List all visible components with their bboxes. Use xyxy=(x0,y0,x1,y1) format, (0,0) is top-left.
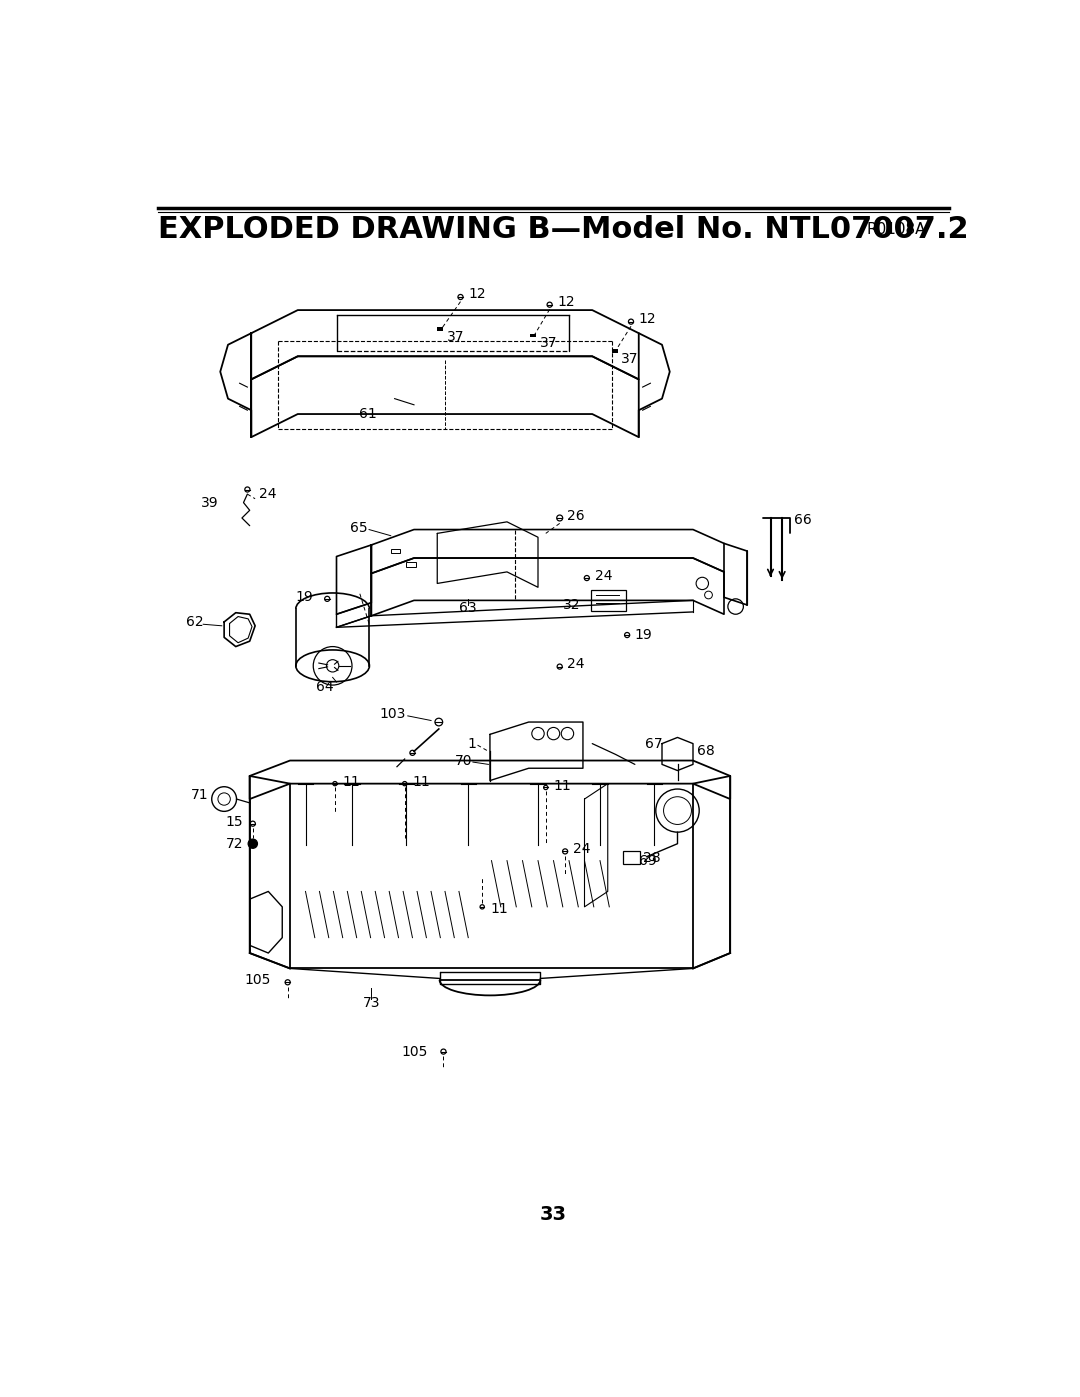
Bar xyxy=(591,590,625,610)
Text: 24: 24 xyxy=(259,488,276,502)
Text: 61: 61 xyxy=(359,407,376,420)
Text: 103: 103 xyxy=(380,707,406,721)
Text: 65: 65 xyxy=(350,521,367,535)
Text: R0108A: R0108A xyxy=(866,222,926,236)
Bar xyxy=(530,334,537,338)
Text: 71: 71 xyxy=(191,788,208,802)
Text: 33: 33 xyxy=(540,1206,567,1224)
Text: 24: 24 xyxy=(572,842,591,856)
Text: 26: 26 xyxy=(567,509,585,522)
Text: 73: 73 xyxy=(363,996,380,1010)
Text: 12: 12 xyxy=(638,312,657,326)
Text: 11: 11 xyxy=(413,775,430,789)
Text: EXPLODED DRAWING B—Model No. NTL07007.2: EXPLODED DRAWING B—Model No. NTL07007.2 xyxy=(159,215,969,243)
Text: 28: 28 xyxy=(643,851,660,865)
Text: 37: 37 xyxy=(621,352,638,366)
Text: 15: 15 xyxy=(226,814,243,830)
Text: 24: 24 xyxy=(595,569,612,583)
Bar xyxy=(611,349,618,353)
Text: 37: 37 xyxy=(540,337,557,351)
Text: 72: 72 xyxy=(226,837,243,851)
Bar xyxy=(391,549,400,553)
Text: 105: 105 xyxy=(244,972,271,988)
Text: 24: 24 xyxy=(567,658,585,672)
Text: 11: 11 xyxy=(554,780,571,793)
Bar xyxy=(623,851,640,863)
Text: 63: 63 xyxy=(459,601,477,615)
Text: 12: 12 xyxy=(469,286,486,300)
Text: 67: 67 xyxy=(645,736,662,750)
Text: 62: 62 xyxy=(186,615,203,629)
Text: 68: 68 xyxy=(697,745,715,759)
Text: 1: 1 xyxy=(468,736,476,750)
Text: 69: 69 xyxy=(638,854,657,868)
Text: 12: 12 xyxy=(557,295,575,309)
Text: 70: 70 xyxy=(455,753,472,767)
Text: 32: 32 xyxy=(563,598,581,612)
Text: 11: 11 xyxy=(342,775,361,789)
Text: 64: 64 xyxy=(316,680,334,694)
Text: 66: 66 xyxy=(794,513,811,527)
Text: 11: 11 xyxy=(490,902,508,916)
Text: 19: 19 xyxy=(296,590,313,604)
Text: 39: 39 xyxy=(201,496,218,510)
Text: 19: 19 xyxy=(635,629,652,643)
Bar xyxy=(437,327,444,331)
Bar xyxy=(406,562,416,567)
Text: 37: 37 xyxy=(447,330,464,344)
Text: 105: 105 xyxy=(402,1045,428,1059)
Circle shape xyxy=(248,840,257,848)
